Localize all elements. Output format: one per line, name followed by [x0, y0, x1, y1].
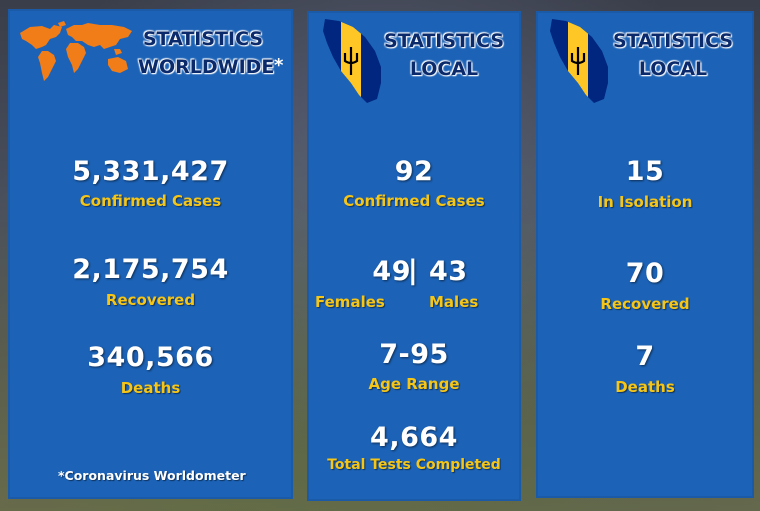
asterisk-mark: * [274, 55, 284, 76]
local2-recovered-value: 70 [625, 258, 665, 289]
local1-separator: | [407, 255, 419, 286]
source-note: *Coronavirus Worldometer [58, 468, 246, 483]
local-stats-panel-2: STATISTICS LOCAL 15 In Isolation 70 Reco… [536, 11, 754, 498]
local1-males-label: Males [429, 293, 479, 311]
local1-tests-label: Total Tests Completed [327, 457, 501, 473]
local2-deaths-label: Deaths [615, 378, 675, 396]
worldwide-deaths-value: 340,566 [87, 342, 214, 373]
local1-age-label: Age Range [368, 375, 460, 393]
local2-deaths-value: 7 [635, 341, 655, 372]
worldwide-recovered-label: Recovered [105, 291, 196, 309]
worldwide-deaths-label: Deaths [120, 379, 181, 397]
worldwide-confirmed-value: 5,331,427 [72, 156, 229, 187]
worldwide-heading-line1: STATISTICS [142, 28, 264, 50]
worldwide-stats-panel: STATISTICS WORLDWIDE * 5,331,427 Confirm… [8, 9, 293, 499]
local2-isolation-value: 15 [625, 156, 665, 187]
local1-confirmed-value: 92 [394, 156, 434, 187]
local2-heading-line2: LOCAL [638, 58, 708, 80]
world-map-icon [20, 21, 132, 81]
worldwide-confirmed-label: Confirmed Cases [79, 192, 222, 210]
local1-females-label: Females [315, 293, 385, 311]
local1-females-value: 49 [372, 256, 411, 287]
local2-isolation-label: In Isolation [597, 193, 693, 211]
worldwide-recovered-value: 2,175,754 [72, 254, 229, 285]
barbados-flag-map-icon [323, 19, 381, 103]
local1-heading-line1: STATISTICS [383, 30, 505, 52]
local1-confirmed-label: Confirmed Cases [343, 192, 485, 210]
local2-heading-line1: STATISTICS [612, 30, 734, 52]
local1-tests-value: 4,664 [370, 422, 458, 453]
local1-males-value: 43 [429, 256, 468, 287]
local1-age-value: 7-95 [379, 339, 449, 370]
barbados-flag-map-icon [550, 19, 608, 103]
local2-recovered-label: Recovered [600, 295, 690, 313]
worldwide-heading-line2: WORLDWIDE [138, 56, 275, 78]
local1-heading-line2: LOCAL [409, 58, 479, 80]
local-stats-panel-1: STATISTICS LOCAL 92 Confirmed Cases 49 |… [307, 11, 521, 501]
